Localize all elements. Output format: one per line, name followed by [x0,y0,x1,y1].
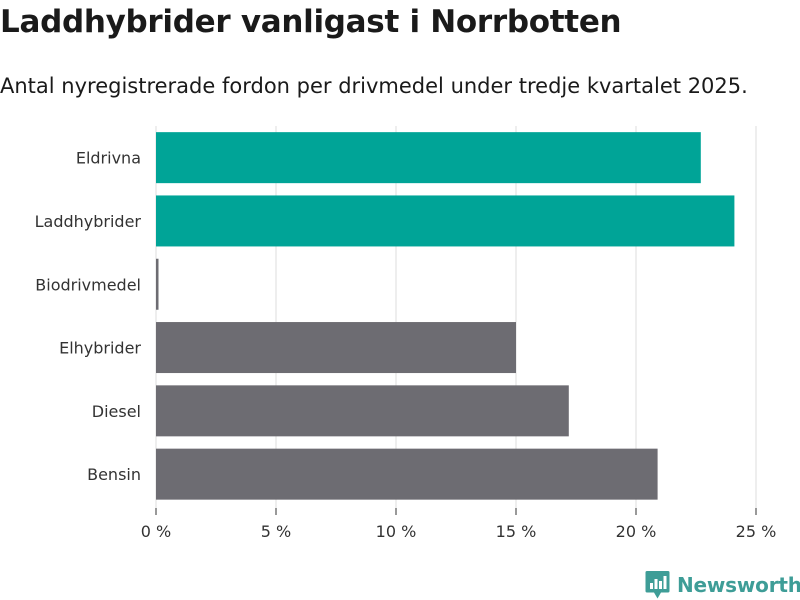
category-label: Elhybrider [59,339,141,358]
category-label: Bensin [87,465,141,484]
gridlines [155,126,757,508]
chart-title: Laddhybrider vanligast i Norrbotten [0,4,622,40]
newsworthy-logo-icon [645,571,670,599]
brand-name: Newsworthy [677,573,800,597]
brand-logo: Newsworthy [645,570,800,600]
x-tick-label: 15 % [496,522,537,541]
bar-eldrivna [156,132,701,184]
bar-biodrivmedel [156,258,159,310]
x-tick-label: 5 % [261,522,291,541]
bar-elhybrider [156,322,516,374]
bar-diesel [156,385,569,437]
x-tick-label: 10 % [376,522,417,541]
bars [156,132,735,500]
category-label: Laddhybrider [35,212,142,231]
bar-bensin [156,448,658,500]
x-tick-label: 0 % [141,522,171,541]
x-tick-label: 20 % [616,522,657,541]
bar-laddhybrider [156,195,735,247]
category-label: Diesel [92,402,141,421]
category-label: Eldrivna [76,149,141,168]
chart-subtitle: Antal nyregistrerade fordon per drivmede… [0,74,748,98]
x-tick-label: 25 % [736,522,777,541]
category-labels: Eldrivna Laddhybrider Biodrivmedel Elhybrid… [35,149,142,485]
x-axis: 0 % 5 % 10 % 15 % 20 % 25 % [141,508,777,541]
category-label: Biodrivmedel [35,275,141,294]
